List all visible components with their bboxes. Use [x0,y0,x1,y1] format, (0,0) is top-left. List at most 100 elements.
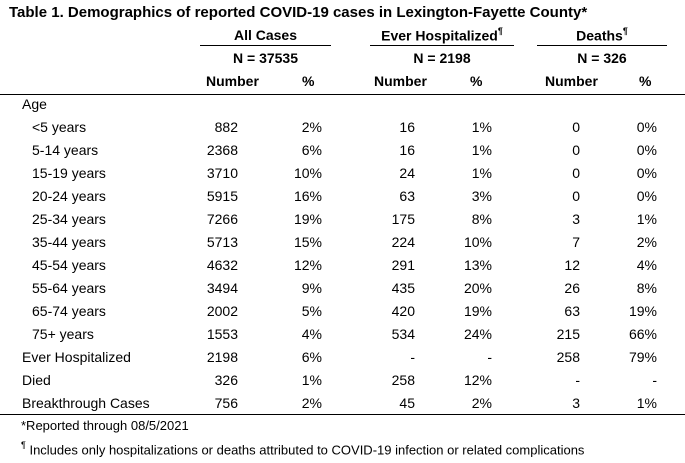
footnote-includes: ¶ Includes only hospitalizations or deat… [21,440,584,457]
cell-c4: 20% [463,280,492,296]
cell-c4: 12% [463,372,492,388]
cell-c5: 3 [572,211,580,227]
group-label-ever-hospitalized: Ever Hospitalized [381,27,498,44]
cell-c6: 0% [636,142,657,158]
table-top-rule [0,94,685,95]
table-bottom-rule [0,414,685,415]
cell-c3: 24 [399,165,415,181]
cell-c6: 8% [636,280,657,296]
cell-c3: 175 [391,211,415,227]
cell-c5: 215 [556,326,580,342]
cell-c3: 45 [399,395,415,411]
row-label: Ever Hospitalized [22,349,131,365]
group-header-deaths: Deaths¶ [537,26,667,46]
row-label: 5-14 years [32,142,99,158]
n-all-cases: N = 37535 [233,50,298,66]
cell-c2: 6% [301,349,322,365]
cell-c3: 291 [391,257,415,273]
cell-c6: 79% [628,349,657,365]
cell-c5: 63 [564,303,580,319]
cell-c3: - [410,349,415,365]
cell-c1: 4632 [206,257,238,273]
table-row: 75+ years 1553 4% 534 24% 215 66% [0,323,685,346]
cell-c1: 3710 [206,165,238,181]
table-row: Ever Hospitalized 2198 6% - - 258 79% [0,346,685,369]
cell-c1: 2002 [206,303,238,319]
cell-c3: 534 [391,326,415,342]
cell-c1: 5915 [206,188,238,204]
row-label: 35-44 years [32,234,106,250]
cell-c1: 1553 [206,326,238,342]
cell-c1: 2198 [206,349,238,365]
cell-c2: 6% [301,142,322,158]
cell-c2: 15% [293,234,322,250]
cell-c3: 16 [399,119,415,135]
cell-c1: 5713 [206,234,238,250]
cell-c5: 3 [572,395,580,411]
cell-c5: - [575,372,580,388]
cell-c5: 258 [556,349,580,365]
cell-c1: 3494 [206,280,238,296]
group-underline-ever-hospitalized [370,45,514,46]
age-label: Age [22,96,47,112]
row-label: 65-74 years [32,303,106,319]
cell-c4: - [487,349,492,365]
cell-c4: 1% [471,165,492,181]
subheader-number-hosp: Number [374,73,427,89]
cell-c6: 1% [636,211,657,227]
group-label-all-cases: All Cases [233,27,298,43]
cell-c2: 16% [293,188,322,204]
cell-c4: 13% [463,257,492,273]
cell-c4: 8% [471,211,492,227]
subheader-percent-all: % [302,73,315,89]
table-row: Breakthrough Cases 756 2% 45 2% 3 1% [0,392,685,415]
cell-c2: 2% [301,395,322,411]
cell-c3: 420 [391,303,415,319]
cell-c2: 1% [301,372,322,388]
pilcrow-mark: ¶ [497,26,503,36]
cell-c2: 9% [301,280,322,296]
row-label: Died [22,372,51,388]
row-label: Breakthrough Cases [22,395,150,411]
cell-c5: 0 [572,142,580,158]
cell-c6: 0% [636,119,657,135]
pilcrow-mark: ¶ [622,26,628,36]
cell-c6: 19% [628,303,657,319]
cell-c5: 7 [572,234,580,250]
row-label: 75+ years [32,326,94,342]
cell-c4: 10% [463,234,492,250]
row-label: 20-24 years [32,188,106,204]
group-header-ever-hospitalized: Ever Hospitalized¶ [370,26,514,46]
table-row: 65-74 years 2002 5% 420 19% 63 19% [0,300,685,323]
cell-c4: 3% [471,188,492,204]
cell-c6: 4% [636,257,657,273]
cell-c6: 0% [636,165,657,181]
cell-c5: 12 [564,257,580,273]
subheader-number-all: Number [206,73,259,89]
table-row: 55-64 years 3494 9% 435 20% 26 8% [0,277,685,300]
cell-c4: 1% [471,142,492,158]
cell-c3: 435 [391,280,415,296]
cell-c3: 63 [399,188,415,204]
row-label: 25-34 years [32,211,106,227]
table-row: 35-44 years 5713 15% 224 10% 7 2% [0,231,685,254]
cell-c5: 26 [564,280,580,296]
cell-c1: 7266 [206,211,238,227]
cell-c6: 2% [636,234,657,250]
cell-c4: 2% [471,395,492,411]
subheader-percent-deaths: % [639,73,652,89]
cell-c5: 0 [572,119,580,135]
cell-c1: 2368 [206,142,238,158]
cell-c6: 1% [636,395,657,411]
cell-c2: 2% [301,119,322,135]
cell-c6: 0% [636,188,657,204]
table-row: 5-14 years 2368 6% 16 1% 0 0% [0,139,685,162]
n-deaths: N = 326 [577,50,627,66]
cell-c1: 882 [214,119,238,135]
n-ever-hospitalized: N = 2198 [413,50,471,66]
group-header-all-cases: All Cases [200,27,331,46]
cell-c6: 66% [628,326,657,342]
cell-c3: 224 [391,234,415,250]
row-label: 15-19 years [32,165,106,181]
cell-c4: 24% [463,326,492,342]
